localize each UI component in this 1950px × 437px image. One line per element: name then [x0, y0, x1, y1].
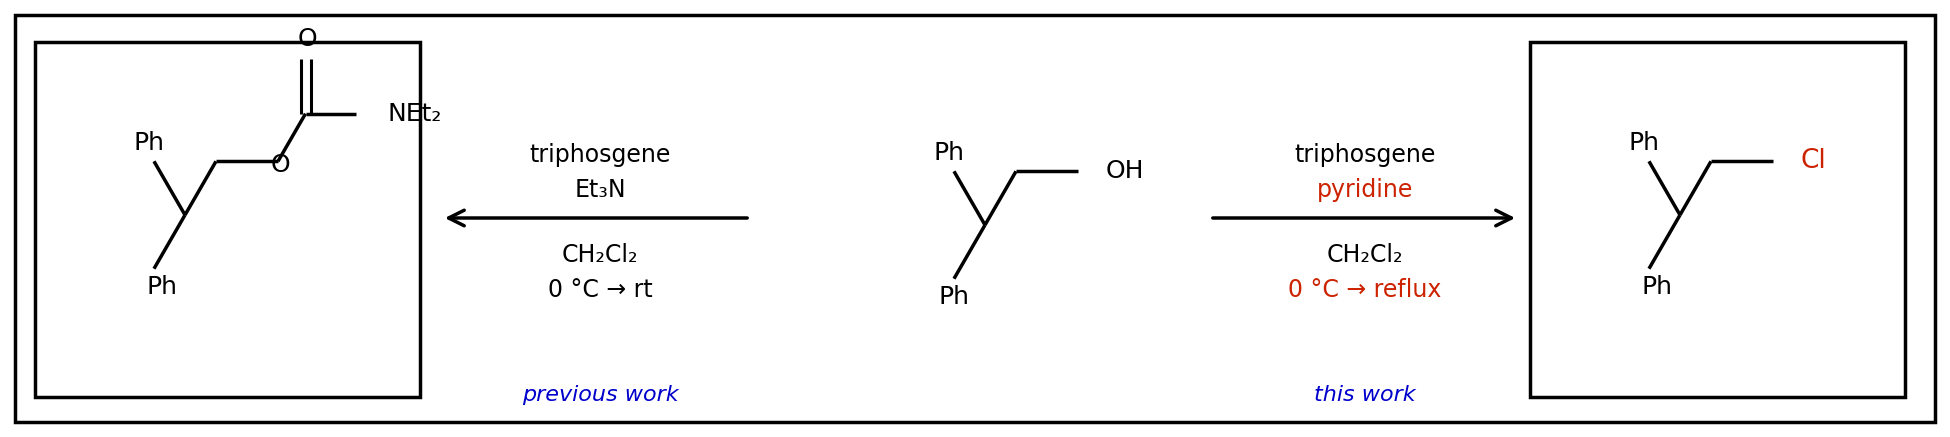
- Text: NEt₂: NEt₂: [388, 102, 443, 126]
- Text: triphosgene: triphosgene: [528, 143, 671, 167]
- Text: CH₂Cl₂: CH₂Cl₂: [1326, 243, 1404, 267]
- Text: pyridine: pyridine: [1316, 178, 1414, 202]
- Text: Ph: Ph: [1628, 131, 1659, 155]
- Text: O: O: [298, 27, 318, 51]
- Text: OH: OH: [1106, 160, 1145, 183]
- Bar: [1531, 42, 1905, 397]
- Text: Ph: Ph: [934, 141, 965, 165]
- Text: CH₂Cl₂: CH₂Cl₂: [562, 243, 638, 267]
- Text: Et₃N: Et₃N: [573, 178, 626, 202]
- Text: Ph: Ph: [133, 131, 164, 155]
- Bar: [35, 42, 419, 397]
- Text: previous work: previous work: [523, 385, 679, 405]
- Text: this work: this work: [1314, 385, 1416, 405]
- Text: Ph: Ph: [146, 275, 177, 299]
- Text: 0 °C → rt: 0 °C → rt: [548, 278, 653, 302]
- Text: Ph: Ph: [1642, 275, 1673, 299]
- Text: Cl: Cl: [1802, 148, 1827, 174]
- Text: triphosgene: triphosgene: [1295, 143, 1435, 167]
- Text: O: O: [271, 153, 291, 177]
- Text: 0 °C → reflux: 0 °C → reflux: [1289, 278, 1441, 302]
- Text: Ph: Ph: [938, 284, 969, 309]
